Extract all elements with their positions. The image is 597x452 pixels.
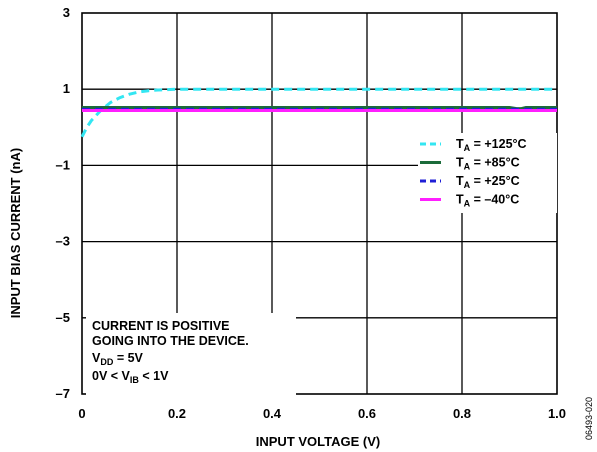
- legend-label: TA = +85°C: [456, 156, 520, 172]
- vdd-sub: DD: [100, 357, 113, 367]
- y-tick-label: 3: [63, 5, 70, 20]
- y-tick-labels: –7 –5 –3 –1 1 3: [56, 5, 70, 401]
- x-tick-label: 0.2: [168, 406, 186, 421]
- x-tick-label: 1.0: [548, 406, 566, 421]
- series-lines: [80, 87, 557, 138]
- x-tick-label: 0.8: [453, 406, 471, 421]
- x-axis-label: INPUT VOLTAGE (V): [256, 434, 380, 449]
- vib-rest: < 1V: [139, 369, 169, 383]
- annotation-line-1: CURRENT IS POSITIVE: [92, 319, 230, 333]
- x-tick-label: 0.4: [263, 406, 282, 421]
- y-tick-label: 1: [63, 81, 70, 96]
- legend-label: TA = +125°C: [456, 137, 527, 153]
- y-tick-label: –3: [56, 234, 70, 249]
- y-tick-label: –5: [56, 310, 70, 325]
- x-tick-labels: 0 0.2 0.4 0.6 0.8 1.0: [78, 406, 566, 421]
- annotation-vib: 0V < VIB < 1V: [92, 369, 169, 385]
- annotation-line-2: GOING INTO THE DEVICE.: [92, 334, 249, 348]
- legend-label: TA = +25°C: [456, 174, 520, 190]
- y-tick-label: –1: [56, 157, 70, 172]
- legend-label: TA = –40°C: [456, 193, 519, 209]
- x-tick-label: 0: [78, 406, 85, 421]
- series-line-1: [80, 87, 557, 138]
- figure-id: 06493-020: [584, 397, 594, 440]
- legend-background: [418, 133, 557, 213]
- legend: TA = +125°C TA = +85°C TA = +25°C TA = –40°…: [418, 133, 557, 213]
- annotation: CURRENT IS POSITIVE GOING INTO THE DEVIC…: [86, 313, 296, 395]
- y-axis-label: INPUT BIAS CURRENT (nA): [8, 148, 23, 318]
- vib-sub: IB: [130, 375, 140, 385]
- vib-pre: 0V < V: [92, 369, 131, 383]
- series-line-2: [82, 106, 557, 111]
- annotation-vdd: VDD = 5V: [92, 351, 144, 367]
- vdd-main: V: [92, 351, 101, 365]
- y-tick-label: –7: [56, 386, 70, 401]
- x-tick-label: 0.6: [358, 406, 376, 421]
- annotation-background: [86, 313, 296, 395]
- vdd-rest: = 5V: [113, 351, 143, 365]
